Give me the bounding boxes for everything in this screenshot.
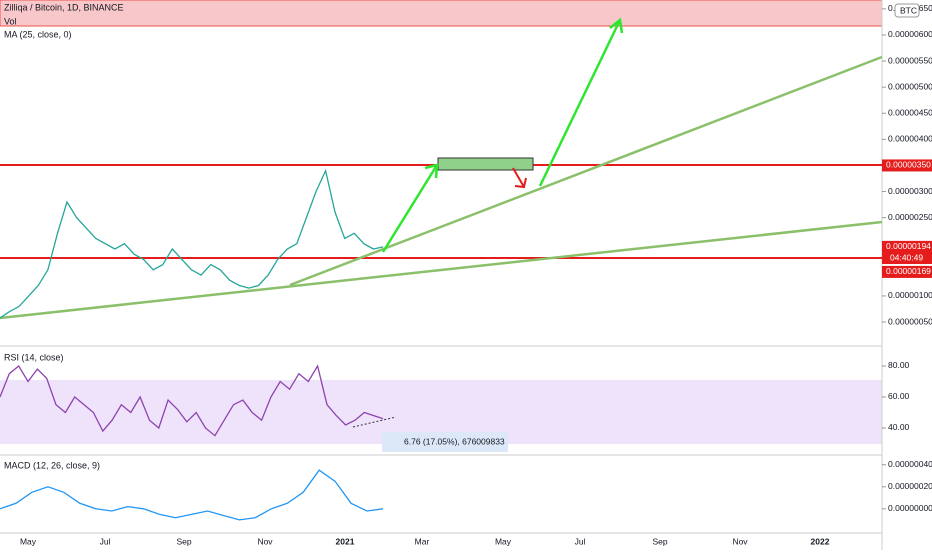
price-tag bbox=[882, 240, 932, 253]
price-tag bbox=[882, 159, 932, 172]
y-tick-label: 0.00000450 bbox=[888, 108, 932, 118]
price-tag-label: 0.00000350 bbox=[886, 160, 931, 170]
ma-label: MA (25, close, 0) bbox=[4, 29, 72, 39]
macd-line bbox=[0, 469, 384, 521]
y-tick-label: 0.00000020 bbox=[888, 481, 932, 491]
tooltip-bg bbox=[382, 432, 508, 452]
countdown: 04:40:49 bbox=[890, 252, 923, 262]
y-tick-label: 0.00000000 bbox=[888, 503, 932, 513]
arrow bbox=[538, 17, 624, 187]
arrow bbox=[512, 167, 527, 189]
trend-line bbox=[289, 55, 883, 287]
currency-badge bbox=[894, 3, 920, 18]
price-tag-label: 0.00000169 bbox=[886, 266, 931, 276]
zone-box bbox=[437, 157, 534, 171]
x-tick-label: 2021 bbox=[336, 536, 355, 546]
y-tick-label: 40.00 bbox=[888, 422, 910, 432]
x-tick-label: Jul bbox=[575, 536, 586, 546]
y-tick-label: 0.00000500 bbox=[888, 81, 932, 91]
symbol: Zilliqa / Bitcoin, 1D, BINANCE bbox=[4, 2, 124, 12]
arrow bbox=[381, 163, 439, 253]
x-tick-label: 2022 bbox=[811, 536, 830, 546]
x-tick-label: May bbox=[495, 536, 512, 546]
price-line bbox=[0, 168, 384, 319]
x-tick-label: Sep bbox=[176, 536, 191, 546]
tooltip: 6.76 (17.05%), 676009833 bbox=[404, 436, 505, 446]
x-tick-label: Sep bbox=[652, 536, 667, 546]
macd-label: MACD (12, 26, close, 9) bbox=[4, 460, 100, 470]
rsi-line bbox=[0, 364, 384, 437]
y-tick-label: 0.00000250 bbox=[888, 212, 932, 222]
x-tick-label: Jul bbox=[100, 536, 111, 546]
divergence-line bbox=[352, 416, 397, 428]
vol-label: Vol bbox=[4, 16, 17, 26]
y-tick-label: 0.00000400 bbox=[888, 134, 932, 144]
x-tick-label: Mar bbox=[415, 536, 430, 546]
x-tick-label: May bbox=[20, 536, 37, 546]
y-tick-label: 0.00000550 bbox=[888, 55, 932, 65]
y-tick-label: 0.00000600 bbox=[888, 29, 932, 39]
y-tick-label: 0.00000050 bbox=[888, 316, 932, 326]
price-tag bbox=[882, 265, 932, 278]
y-tick-label: 0.00000300 bbox=[888, 186, 932, 196]
y-tick-label: 0.00000100 bbox=[888, 290, 932, 300]
y-tick-label: 60.00 bbox=[888, 391, 910, 401]
x-tick-label: Nov bbox=[257, 536, 273, 546]
y-tick-label: 0.00000040 bbox=[888, 459, 932, 469]
price-tag-label: 0.00000194 bbox=[886, 241, 931, 251]
currency: BTC bbox=[900, 5, 917, 15]
trend-line bbox=[0, 220, 883, 320]
target-zone bbox=[0, 0, 883, 27]
rsi-label: RSI (14, close) bbox=[4, 352, 64, 362]
x-tick-label: Nov bbox=[732, 536, 748, 546]
countdown-bg bbox=[882, 252, 932, 264]
y-tick-label: 80.00 bbox=[888, 360, 910, 370]
